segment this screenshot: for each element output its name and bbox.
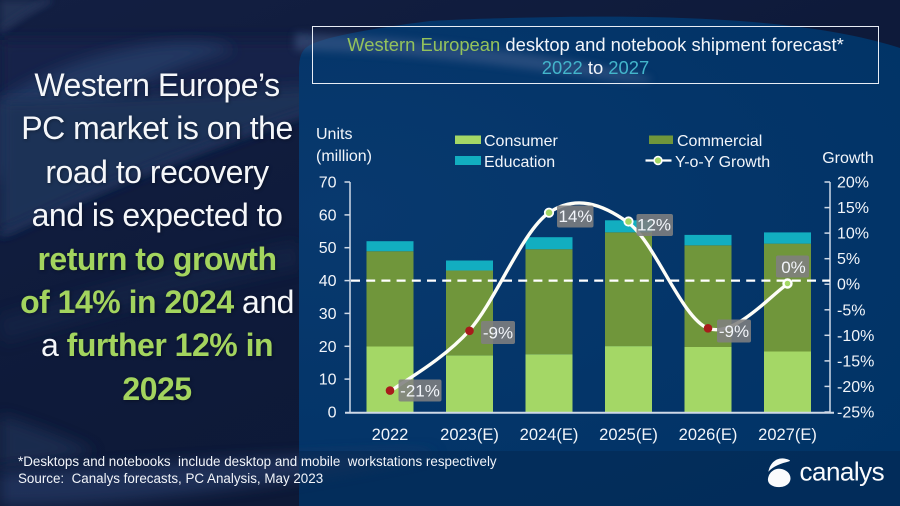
svg-text:2024(E): 2024(E) xyxy=(520,426,579,444)
svg-text:-5%: -5% xyxy=(837,302,865,319)
svg-text:Y-o-Y Growth: Y-o-Y Growth xyxy=(675,154,770,171)
svg-text:-20%: -20% xyxy=(837,379,874,396)
svg-text:canalys: canalys xyxy=(800,457,885,487)
svg-text:0%: 0% xyxy=(837,277,860,294)
svg-text:(million): (million) xyxy=(316,148,372,165)
svg-text:Education: Education xyxy=(484,154,555,171)
svg-text:2022: 2022 xyxy=(372,426,409,444)
svg-text:-9%: -9% xyxy=(719,322,749,341)
svg-text:0%: 0% xyxy=(781,258,806,277)
svg-text:20%: 20% xyxy=(837,175,869,192)
svg-text:10: 10 xyxy=(319,372,337,389)
svg-text:70: 70 xyxy=(319,175,337,192)
svg-text:14%: 14% xyxy=(558,207,592,226)
svg-text:10%: 10% xyxy=(837,226,869,243)
svg-text:-9%: -9% xyxy=(483,324,513,343)
svg-text:-10%: -10% xyxy=(837,328,874,345)
svg-text:2027(E): 2027(E) xyxy=(758,426,817,444)
svg-text:Commercial: Commercial xyxy=(677,133,762,150)
svg-text:20: 20 xyxy=(319,339,337,356)
svg-text:Growth: Growth xyxy=(822,150,874,167)
svg-text:-15%: -15% xyxy=(837,353,874,370)
svg-text:0: 0 xyxy=(328,405,337,422)
svg-text:2025(E): 2025(E) xyxy=(599,426,658,444)
svg-text:15%: 15% xyxy=(837,200,869,217)
svg-text:Units: Units xyxy=(316,126,352,143)
svg-text:30: 30 xyxy=(319,306,337,323)
svg-text:Consumer: Consumer xyxy=(484,133,558,150)
svg-text:60: 60 xyxy=(319,207,337,224)
svg-text:5%: 5% xyxy=(837,251,860,268)
svg-text:40: 40 xyxy=(319,273,337,290)
svg-text:12%: 12% xyxy=(637,216,671,235)
svg-text:50: 50 xyxy=(319,240,337,257)
svg-text:-25%: -25% xyxy=(837,405,874,422)
svg-text:2026(E): 2026(E) xyxy=(679,426,738,444)
svg-text:2023(E): 2023(E) xyxy=(440,426,499,444)
svg-text:-21%: -21% xyxy=(400,382,440,401)
